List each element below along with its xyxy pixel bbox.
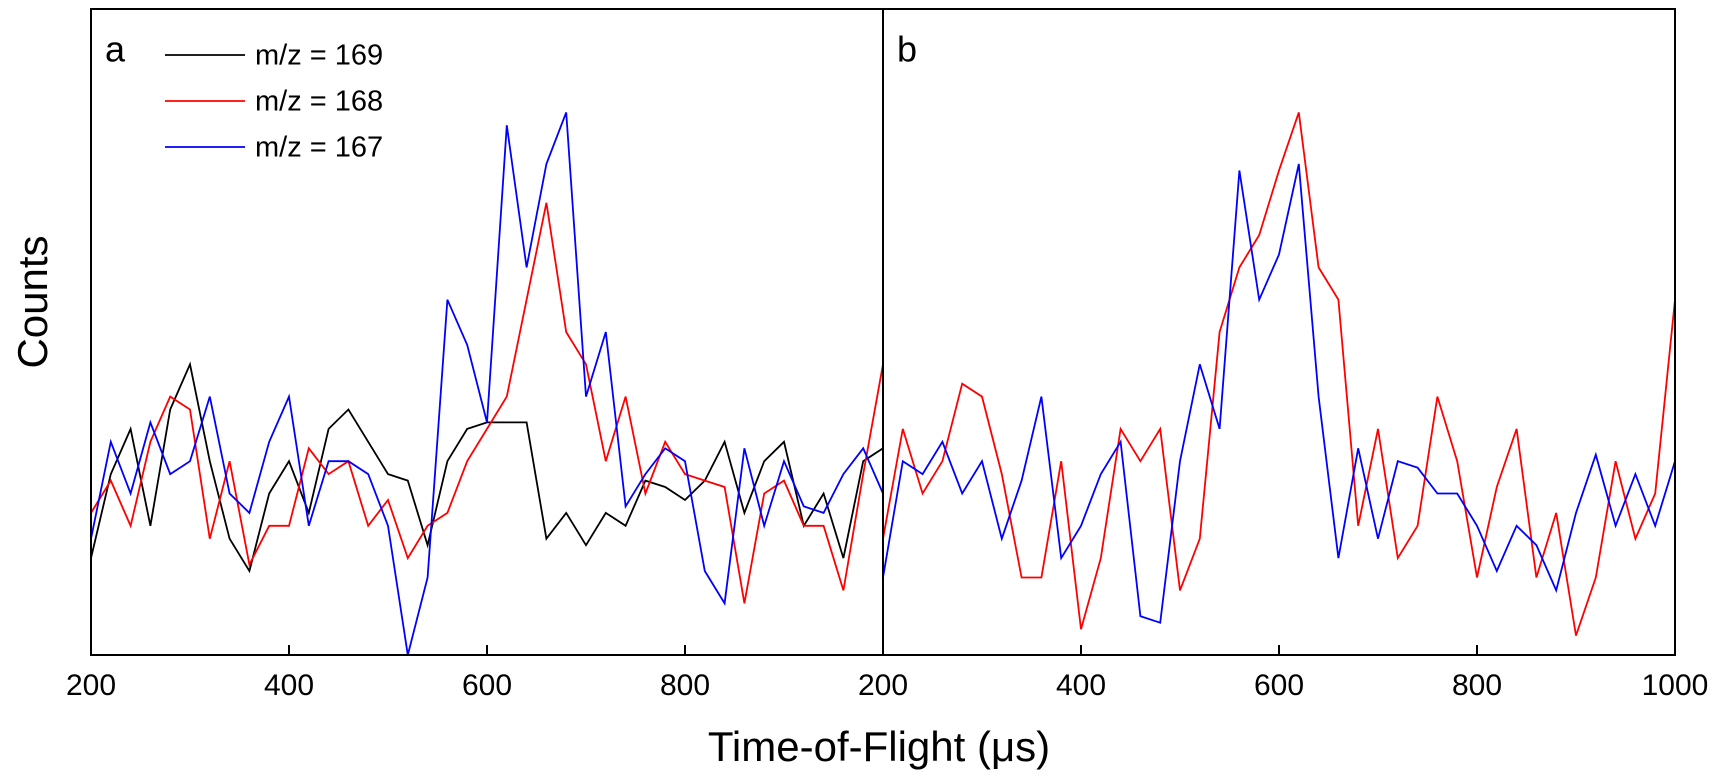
plot-frame [90,8,884,656]
data-line [91,112,883,655]
x-tick-label: 200 [66,669,116,702]
data-line [883,112,1675,636]
legend-label: m/z = 169 [255,40,383,72]
plot-frame [882,8,1676,656]
x-tick-label: 600 [1254,669,1304,702]
x-tick-label: 1000 [1642,669,1709,702]
data-line [91,361,883,574]
panel-label: a [105,29,126,70]
x-tick-label: 200 [858,669,908,702]
x-tick-label: 400 [1056,669,1106,702]
panel-label: b [897,29,917,70]
data-line [91,202,883,604]
x-axis-label: Time-of-Flight (μs) [708,723,1050,770]
legend-label: m/z = 168 [255,86,383,118]
x-tick-label: 400 [264,669,314,702]
x-tick-label: 800 [1452,669,1502,702]
y-axis-label: Counts [9,235,56,368]
legend-label: m/z = 167 [255,132,383,164]
x-tick-label: 800 [660,669,710,702]
x-tick-label: 600 [462,669,512,702]
data-line [883,163,1675,624]
